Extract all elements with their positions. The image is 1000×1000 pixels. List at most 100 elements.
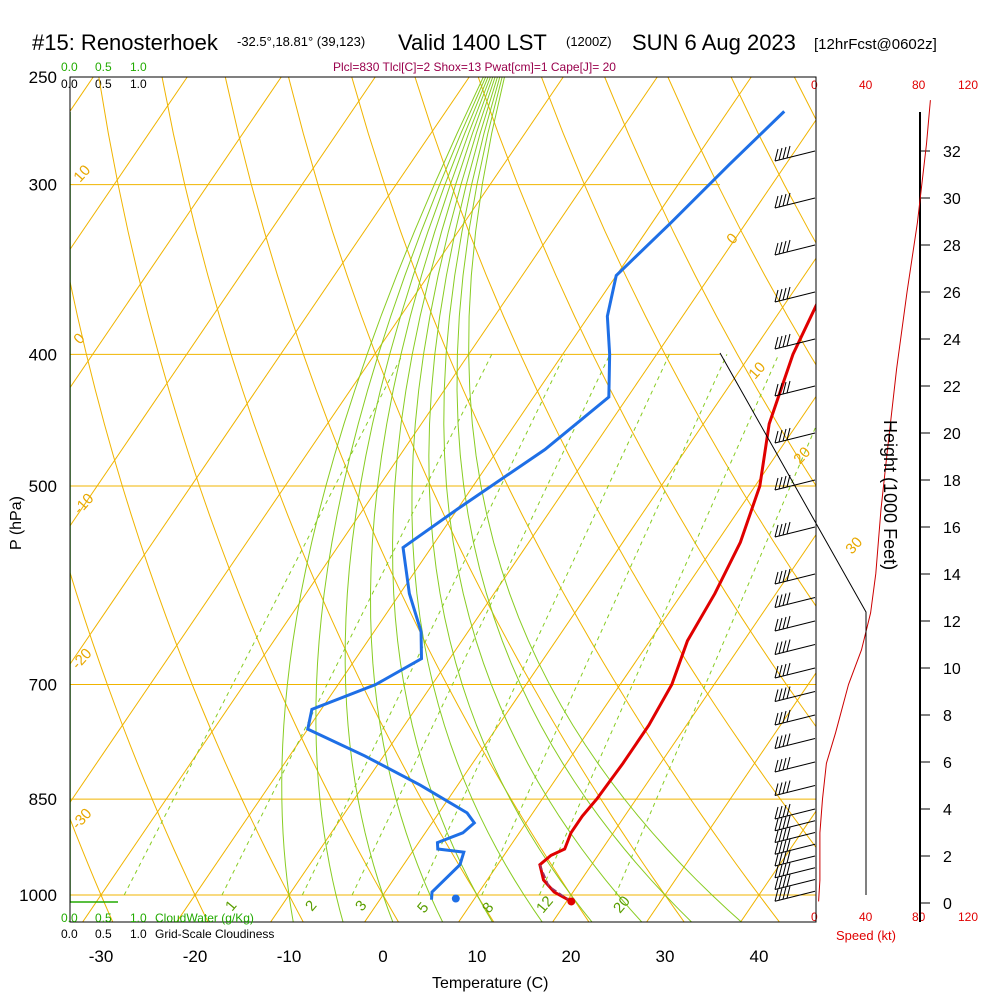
y-axis-title: P (hPa) <box>8 496 25 550</box>
wind-barb <box>774 780 816 796</box>
wind-barb <box>774 427 816 444</box>
isotherm-line <box>833 77 1000 924</box>
mixing-ratio-label: 12 <box>533 893 557 917</box>
pressure-tick-400: 400 <box>29 345 57 364</box>
dry-adiabat <box>414 77 816 849</box>
isotherm-line <box>270 119 816 922</box>
isotherm-line <box>646 672 816 922</box>
stability-indices: Plcl=830 Tlcl[C]=2 Shox=13 Pwat[cm]=1 Ca… <box>333 60 616 74</box>
height-tick-28: 28 <box>943 238 961 255</box>
mixing-ratio-line <box>614 425 816 896</box>
mixing-ratio-line <box>538 354 780 896</box>
moist-adiabat <box>468 77 743 922</box>
mixing-ratio-label: 5 <box>414 899 432 916</box>
svg-text:1.0: 1.0 <box>130 60 147 74</box>
height-tick-26: 26 <box>943 285 961 302</box>
dry-adiabat <box>984 77 1000 924</box>
isotherm-line <box>364 257 816 922</box>
dry-adiabat <box>604 77 816 487</box>
wind-barb <box>774 815 816 832</box>
dry-adiabat <box>70 817 114 922</box>
temp-tick-30: 30 <box>656 947 675 966</box>
isotherm-label: 10 <box>745 359 769 383</box>
svg-text:1.0: 1.0 <box>130 927 147 941</box>
wind-barb <box>774 850 816 867</box>
height-tick-16: 16 <box>943 520 961 537</box>
svg-text:0.0: 0.0 <box>61 927 78 941</box>
height-tick-32: 32 <box>943 144 961 161</box>
speed-axis-label: Speed (kt) <box>836 928 896 943</box>
wind-barb <box>774 709 816 726</box>
wind-barb <box>774 839 816 855</box>
forecast-info: [12hrFcst@0602z] <box>814 36 937 53</box>
svg-text:0.5: 0.5 <box>95 911 112 925</box>
plot-area <box>69 76 1000 924</box>
valid-time: Valid 1400 LST <box>398 30 547 55</box>
mixing-ratio-line <box>417 354 670 896</box>
height-tick-20: 20 <box>943 426 961 443</box>
wind-barb <box>774 145 816 162</box>
mixing-ratio-line <box>123 354 404 896</box>
wind-barb <box>774 886 816 902</box>
wind-barb <box>774 239 816 256</box>
height-tick-18: 18 <box>943 473 961 490</box>
isotherm-line <box>82 77 658 922</box>
height-tick-0: 0 <box>943 896 952 913</box>
dry-adiabat <box>477 77 816 728</box>
svg-text:1.0: 1.0 <box>130 911 147 925</box>
dry-adiabat <box>858 77 1000 924</box>
mixing-ratio-line <box>221 354 493 896</box>
isotherm-label: -30 <box>68 805 95 832</box>
dry-adiabat <box>70 570 209 922</box>
speed-tick-120-top: 120 <box>958 78 978 92</box>
mixing-ratio-line <box>301 354 566 896</box>
wind-barb <box>774 333 816 350</box>
mixing-ratio-line <box>481 354 728 896</box>
temperature-line <box>538 302 816 903</box>
speed-tick-80-top: 80 <box>912 78 926 92</box>
pressure-tick-500: 500 <box>29 477 57 496</box>
wind-barb <box>774 686 816 702</box>
moist-adiabat <box>315 77 487 922</box>
speed-tick-40-top: 40 <box>859 78 873 92</box>
isotherm-line <box>70 77 564 804</box>
height-tick-22: 22 <box>943 379 961 396</box>
wind-speed-panel: 0 40 80 120 0 40 80 120 Speed (kt) 02468… <box>719 77 978 943</box>
mixing-ratio-label: 8 <box>479 899 497 916</box>
mixing-ratio-label: 3 <box>352 897 370 914</box>
speed-tick-0-top: 0 <box>811 78 818 92</box>
height-tick-6: 6 <box>943 755 952 772</box>
speed-tick-0-bottom: 0 <box>811 910 818 924</box>
pressure-tick-250: 250 <box>29 68 57 87</box>
temp-tick--20: -20 <box>183 947 208 966</box>
height-tick-2: 2 <box>943 849 952 866</box>
height-tick-24: 24 <box>943 332 961 349</box>
dry-adiabat <box>288 77 685 922</box>
wind-barb <box>774 827 816 843</box>
zulu-time: (1200Z) <box>566 34 612 49</box>
isotherm-label: 0 <box>70 330 88 348</box>
station-coords: -32.5°,18.81° (39,123) <box>237 34 365 49</box>
station-title: #15: Renosterhoek <box>32 30 219 55</box>
dry-adiabat <box>161 77 495 922</box>
isotherm-label: -10 <box>70 490 97 517</box>
dry-adiabat <box>667 77 816 366</box>
surface-temp-point <box>567 897 576 906</box>
dry-adiabat <box>224 77 590 922</box>
wind-barb <box>774 568 816 585</box>
mixing-ratio-label: 20 <box>610 893 634 917</box>
wind-barb <box>774 874 816 890</box>
wind-speed-line <box>818 100 931 902</box>
cloud-scale-top: 0.0 0.5 1.0 0.0 0.5 1.0 <box>61 60 147 91</box>
temp-tick--10: -10 <box>277 947 302 966</box>
isotherm-line <box>70 77 188 251</box>
dry-adiabat <box>351 77 781 922</box>
pressure-tick-1000: 1000 <box>19 886 57 905</box>
wind-barb <box>774 521 816 538</box>
temp-tick-0: 0 <box>378 947 387 966</box>
moist-adiabat <box>344 77 489 922</box>
height-axis-label: Height (1000 Feet) <box>880 420 900 570</box>
wind-barb <box>774 756 816 773</box>
isotherm-label: 20 <box>790 444 814 468</box>
